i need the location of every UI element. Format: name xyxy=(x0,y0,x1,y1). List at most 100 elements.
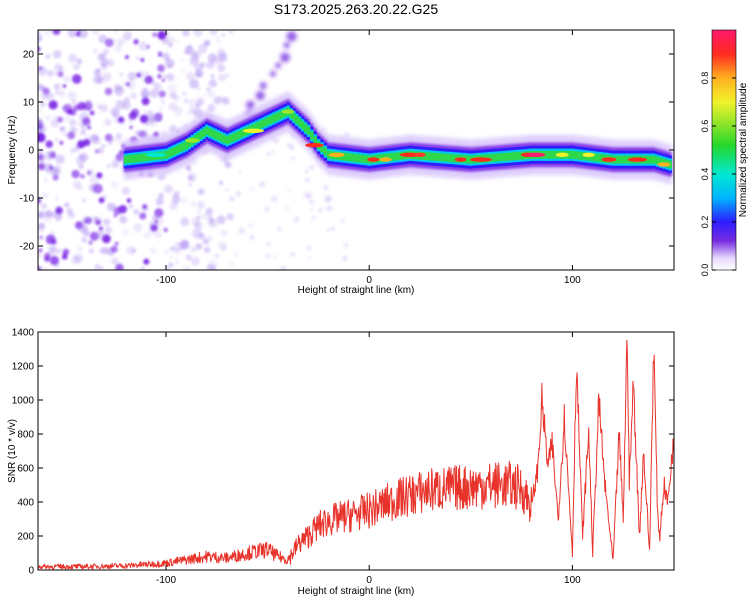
noise-blob xyxy=(143,111,147,115)
hotspot xyxy=(469,157,492,162)
noise-blob xyxy=(131,248,137,253)
noise-blob xyxy=(165,36,175,46)
noise-blob xyxy=(157,74,162,79)
noise-blob xyxy=(82,229,90,237)
noise-blob xyxy=(187,110,192,116)
noise-blob xyxy=(306,245,312,251)
ridge-green-segment xyxy=(313,136,318,145)
noise-blob xyxy=(190,256,200,266)
noise-blob xyxy=(195,243,203,250)
ridge-green-segment xyxy=(499,153,504,162)
noise-blob xyxy=(60,126,66,133)
noise-blob xyxy=(154,83,162,91)
y-tick-label: 1400 xyxy=(12,328,35,339)
noise-blob xyxy=(149,247,157,255)
noise-blob xyxy=(104,87,113,96)
noise-blob xyxy=(82,216,90,224)
ridge-hotspots xyxy=(145,109,671,167)
noise-blob xyxy=(142,91,149,99)
noise-blob xyxy=(190,247,196,253)
arm-blob xyxy=(283,42,290,49)
noise-blob xyxy=(150,224,158,232)
noise-blob xyxy=(163,227,168,233)
noise-blob xyxy=(104,118,112,127)
noise-blob xyxy=(92,183,103,194)
noise-blob xyxy=(166,73,175,82)
ridge-green-segment xyxy=(426,152,431,161)
noise-blob xyxy=(230,262,235,266)
noise-blob xyxy=(209,30,218,36)
noise-blob xyxy=(265,253,271,259)
noise-blob xyxy=(210,74,215,79)
hotspot xyxy=(414,152,426,157)
chart-title: S173.2025.263.20.22.G25 xyxy=(274,1,438,17)
noise-blob xyxy=(188,174,194,180)
noise-blob xyxy=(94,264,101,270)
ridge-green-segment xyxy=(292,113,296,122)
noise-blob xyxy=(80,129,86,136)
noise-blob xyxy=(169,255,173,259)
y-tick-label: 600 xyxy=(17,464,34,475)
noise-blob xyxy=(121,228,130,236)
ridge-green-segment xyxy=(623,155,628,164)
noise-blob xyxy=(238,227,245,235)
noise-blob xyxy=(49,255,60,266)
noise-blob xyxy=(130,92,138,100)
noise-blob xyxy=(162,183,172,193)
noise-blob xyxy=(110,181,119,190)
y-tick-label: 800 xyxy=(17,430,34,441)
noise-blob xyxy=(189,107,198,115)
y-tick-label: 1200 xyxy=(12,362,35,373)
noise-blob xyxy=(55,206,63,215)
hotspot xyxy=(399,152,420,157)
ridge-green-segment xyxy=(505,152,510,161)
noise-blob xyxy=(106,164,111,168)
noise-blob xyxy=(192,53,197,58)
noise-blob xyxy=(45,140,53,148)
noise-blob xyxy=(114,241,119,246)
noise-blob xyxy=(118,116,125,123)
ridge-green-segment xyxy=(429,152,434,161)
x-tick-label: 0 xyxy=(366,275,372,286)
noise-blob xyxy=(38,33,43,43)
noise-blob xyxy=(213,96,222,105)
noise-blob xyxy=(104,38,114,48)
noise-blob xyxy=(38,197,42,204)
noise-blob xyxy=(70,98,77,105)
noise-blob xyxy=(136,70,145,79)
noise-blob xyxy=(173,95,180,102)
ridge-green-segment xyxy=(306,126,311,135)
noise-blob xyxy=(196,209,201,214)
noise-blob xyxy=(224,187,229,192)
noise-blob xyxy=(62,103,73,114)
x-tick-label: 100 xyxy=(564,275,581,286)
noise-blob xyxy=(186,71,195,81)
noise-blob xyxy=(290,251,296,257)
noise-blob xyxy=(142,204,148,210)
noise-blob xyxy=(119,72,124,77)
noise-blob xyxy=(139,114,149,124)
noise-blob xyxy=(170,246,176,252)
hotspot xyxy=(328,152,345,157)
noise-blob xyxy=(279,265,287,270)
noise-blob xyxy=(250,187,254,191)
noise-blob xyxy=(161,78,165,82)
ridge-green-segment xyxy=(595,153,600,162)
ridge-green-segment xyxy=(351,153,356,162)
noise-blob xyxy=(182,91,187,96)
y-tick-label: 20 xyxy=(23,50,35,61)
noise-blob xyxy=(44,256,50,262)
ridge-green-segment xyxy=(655,156,659,165)
ridge-green-segment xyxy=(260,119,264,129)
noise-blob xyxy=(56,248,62,254)
ridge-green-segment xyxy=(202,128,206,137)
noise-blob xyxy=(55,196,59,201)
noise-blob xyxy=(325,204,333,212)
ridge-green-segment xyxy=(567,150,572,159)
ridge-green-segment xyxy=(444,153,449,162)
noise-blob xyxy=(141,130,149,137)
noise-blob xyxy=(63,75,71,83)
x-tick-label: -100 xyxy=(156,575,176,586)
noise-blob xyxy=(146,110,154,118)
